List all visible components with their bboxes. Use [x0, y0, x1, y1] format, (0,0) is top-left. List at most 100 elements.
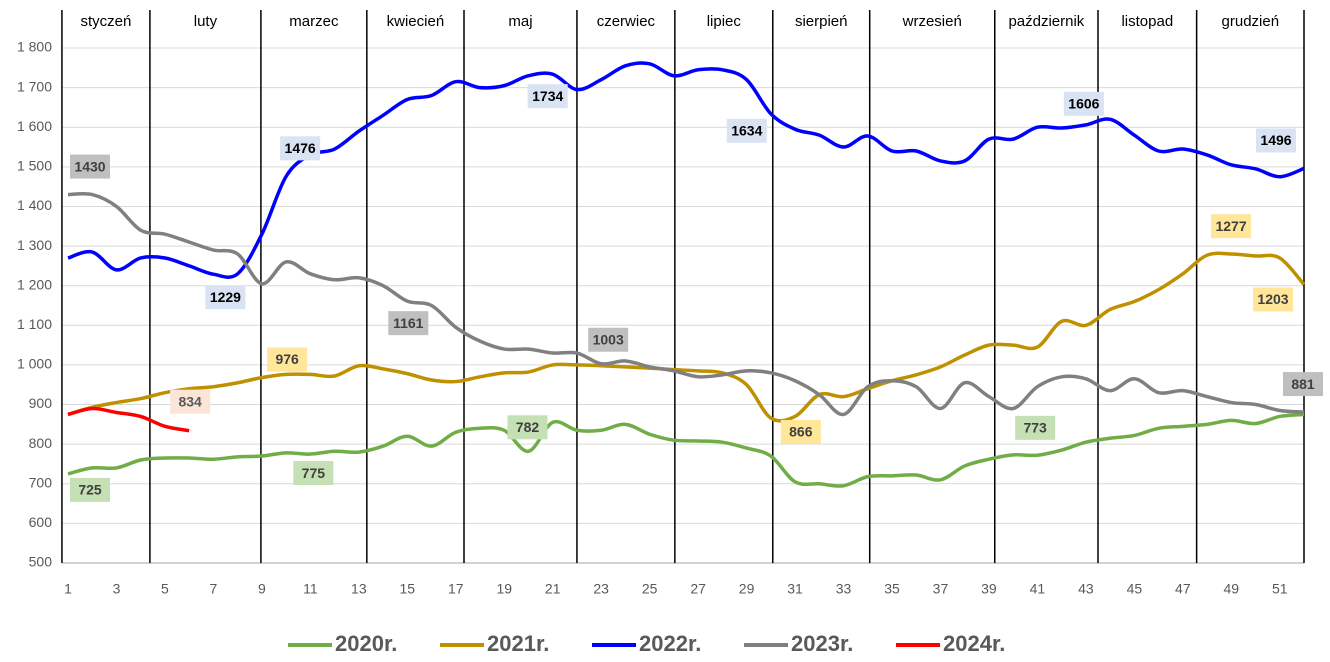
data-label: 1430: [74, 158, 105, 174]
x-tick-label: 17: [448, 581, 464, 597]
y-tick-label: 1 300: [17, 237, 52, 253]
x-tick-label: 41: [1030, 581, 1046, 597]
month-label: czerwiec: [597, 13, 656, 30]
data-label-box: [170, 389, 211, 414]
month-label: luty: [194, 13, 218, 30]
x-tick-label: 11: [303, 581, 318, 597]
data-label: 782: [516, 419, 540, 435]
series-line: [67, 406, 190, 433]
x-tick-label: 43: [1078, 581, 1094, 597]
data-label-box: [70, 154, 110, 179]
data-label: 1496: [1260, 132, 1291, 148]
month-label: styczeń: [80, 13, 131, 30]
y-tick-label: 1 100: [17, 316, 52, 332]
data-label: 881: [1291, 376, 1315, 392]
legend-label: 2023r.: [791, 631, 853, 656]
month-label: maj: [508, 13, 532, 30]
data-label-box: [388, 311, 429, 336]
y-tick-label: 700: [29, 474, 53, 490]
x-tick-label: 39: [981, 581, 997, 597]
data-label-box: [293, 461, 334, 486]
x-tick-label: 49: [1224, 581, 1240, 597]
data-label: 1476: [285, 140, 316, 156]
legend-label: 2021r.: [487, 631, 549, 656]
y-tick-label: 1 000: [17, 356, 52, 372]
x-tick-label: 47: [1175, 581, 1191, 597]
month-label: marzec: [289, 13, 339, 30]
data-label-box: [267, 347, 308, 372]
series-line: [67, 61, 1305, 279]
y-tick-label: 1 600: [17, 118, 52, 134]
data-label: 834: [178, 393, 202, 409]
y-tick-label: 800: [29, 435, 53, 451]
data-label: 773: [1023, 420, 1047, 436]
data-label-box: [70, 477, 110, 502]
data-label: 1606: [1068, 96, 1099, 112]
month-label: lipiec: [707, 13, 742, 30]
x-tick-label: 27: [690, 581, 706, 597]
data-label: 866: [789, 424, 813, 440]
x-tick-label: 13: [351, 581, 367, 597]
data-label-box: [280, 136, 321, 161]
data-label: 1161: [393, 315, 424, 331]
data-label-box: [588, 327, 629, 352]
data-label-box: [1063, 91, 1104, 116]
x-tick-label: 31: [787, 581, 803, 597]
y-tick-label: 1 700: [17, 78, 52, 94]
legend-label: 2024r.: [943, 631, 1005, 656]
data-label: 1229: [210, 289, 241, 305]
x-tick-label: 51: [1272, 581, 1288, 597]
data-label-box: [527, 84, 568, 109]
data-label-box: [205, 285, 246, 310]
series-line: [67, 412, 1305, 488]
data-label-box: [780, 420, 821, 445]
data-label: 725: [78, 482, 102, 498]
x-tick-label: 23: [593, 581, 609, 597]
data-label: 1634: [731, 122, 762, 138]
x-tick-label: 19: [496, 581, 512, 597]
y-tick-label: 1 800: [17, 39, 52, 55]
data-label: 1203: [1257, 291, 1288, 307]
series-line: [67, 251, 1306, 423]
series-line: [67, 191, 1305, 417]
data-label-box: [726, 118, 767, 143]
data-label-box: [1253, 287, 1293, 312]
month-label: kwiecień: [387, 13, 445, 30]
x-tick-label: 3: [113, 581, 121, 597]
data-label-box: [1256, 128, 1296, 153]
x-tick-label: 1: [64, 581, 72, 597]
x-tick-label: 7: [210, 581, 218, 597]
month-label: grudzień: [1222, 13, 1280, 30]
x-tick-label: 33: [836, 581, 852, 597]
x-tick-label: 5: [161, 581, 169, 597]
y-tick-label: 500: [29, 554, 53, 570]
x-tick-label: 45: [1127, 581, 1143, 597]
month-label: sierpień: [795, 13, 848, 30]
x-tick-label: 21: [545, 581, 561, 597]
y-tick-label: 1 400: [17, 197, 52, 213]
x-tick-label: 25: [642, 581, 658, 597]
month-label: listopad: [1121, 13, 1173, 30]
y-tick-label: 1 200: [17, 276, 52, 292]
x-tick-label: 35: [884, 581, 900, 597]
data-label-box: [1283, 372, 1323, 397]
month-label: wrzesień: [902, 13, 962, 30]
y-tick-label: 600: [29, 514, 53, 530]
data-label: 1734: [532, 88, 563, 104]
data-label: 1003: [593, 331, 624, 347]
data-label-box: [507, 415, 548, 440]
y-tick-label: 900: [29, 395, 53, 411]
x-tick-label: 29: [739, 581, 755, 597]
data-label: 775: [302, 465, 326, 481]
x-tick-label: 15: [400, 581, 416, 597]
x-tick-label: 9: [258, 581, 266, 597]
legend-label: 2022r.: [639, 631, 701, 656]
legend-label: 2020r.: [335, 631, 397, 656]
data-label-box: [1015, 415, 1056, 440]
data-label: 976: [275, 351, 299, 367]
month-label: październik: [1008, 13, 1084, 30]
y-tick-label: 1 500: [17, 158, 52, 174]
data-label: 1277: [1215, 218, 1246, 234]
data-label-box: [1211, 214, 1252, 239]
